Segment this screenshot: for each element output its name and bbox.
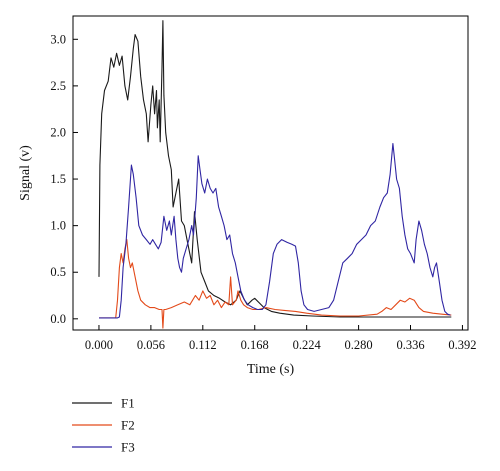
y-tick-label: 2.5 [50, 79, 66, 93]
series-line-f1 [98, 20, 452, 318]
y-tick-label: 0.5 [50, 265, 66, 279]
series-lines [98, 20, 452, 329]
legend-label-f2: F2 [121, 418, 135, 433]
y-tick-label: 2.0 [50, 125, 66, 139]
x-tick-label: 0.168 [241, 338, 269, 352]
x-tick-label: 0.280 [345, 338, 373, 352]
series-line-f3 [99, 143, 451, 319]
x-tick-label: 0.000 [85, 338, 113, 352]
legend-label-f3: F3 [121, 440, 135, 455]
x-axis-label: Time (s) [247, 362, 295, 377]
y-tick-label: 0.0 [50, 312, 66, 326]
legend-label-f1: F1 [121, 396, 135, 411]
x-tick-label: 0.056 [137, 338, 165, 352]
y-tick-label: 1.0 [50, 219, 66, 233]
plot-area: 0.0 0.5 1.0 1.5 2.0 2.5 3.0 0.000 0.056 0.112 0.1… [50, 15, 476, 352]
y-tick-label: 3.0 [50, 32, 66, 46]
x-tick-label: 0.112 [189, 338, 217, 352]
y-axis: 0.0 0.5 1.0 1.5 2.0 2.5 3.0 [50, 32, 78, 326]
series-line-f2 [99, 239, 452, 329]
x-tick-label: 0.336 [396, 338, 424, 352]
x-tick-label: 0.392 [448, 338, 476, 352]
x-axis: 0.000 0.056 0.112 0.168 0.224 0.280 0.336 0.392 [85, 325, 476, 352]
y-axis-label: Signal (v) [18, 145, 33, 201]
plot-frame [72, 15, 469, 331]
x-tick-label: 0.224 [293, 338, 322, 352]
legend: F1 F2 F3 [72, 396, 135, 455]
y-tick-label: 1.5 [50, 172, 66, 186]
